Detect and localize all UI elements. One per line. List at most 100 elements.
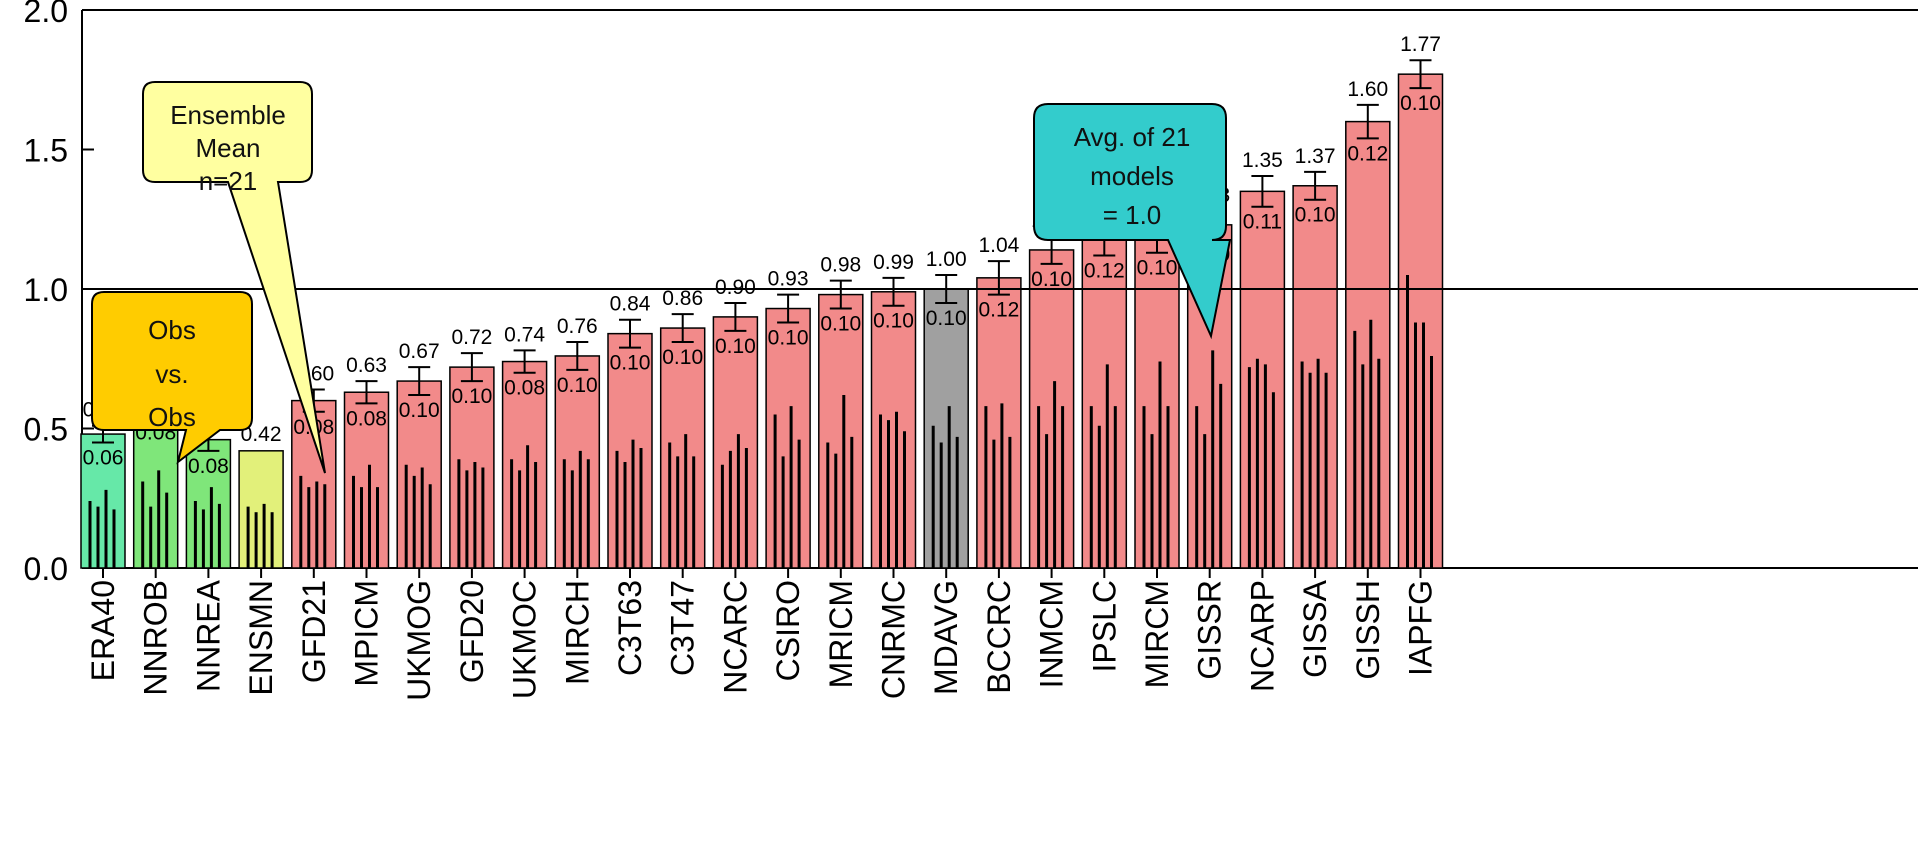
bar-group-mirch: 0.10 0.76 MIRCH (554, 315, 601, 685)
x-tick-label: ERA40 (85, 580, 121, 681)
bar (870, 291, 917, 569)
x-tick-label: NCARP (1244, 580, 1280, 692)
value-label: 0.93 (768, 268, 809, 291)
x-tick-label: GISSH (1350, 580, 1386, 680)
value-label: 0.98 (820, 254, 861, 277)
error-label: 0.10 (557, 374, 598, 397)
x-tick-label: MRICM (823, 580, 859, 688)
value-label: 1.35 (1242, 149, 1283, 172)
x-tick-label: GFD20 (454, 580, 490, 683)
x-tick-label: GISSA (1297, 579, 1333, 677)
error-label: 0.10 (1295, 204, 1336, 227)
error-label: 0.10 (1031, 268, 1072, 291)
x-tick-label: UKMOC (507, 580, 543, 699)
value-label: 0.86 (662, 287, 703, 310)
bar-group-ipslc: 0.121.18IPSLC (1081, 195, 1128, 672)
bar (343, 391, 390, 569)
x-tick-label: NCARC (717, 580, 753, 694)
x-tick-label: NNREA (190, 579, 226, 692)
callout-obs-line2: vs. (155, 359, 188, 389)
error-label: 0.08 (188, 455, 229, 478)
callout-avg-line3: = 1.0 (1103, 200, 1162, 230)
callout-avg-line2: models (1090, 161, 1174, 191)
callout-obs-line1: Obs (148, 315, 196, 345)
x-tick-label: BCCRC (981, 580, 1017, 694)
error-label: 0.06 (83, 446, 124, 469)
value-label: 1.04 (978, 234, 1019, 257)
bar (1239, 190, 1286, 569)
bar-group-mricm: 0.10 0.98 MRICM (818, 254, 864, 688)
error-label: 0.10 (1137, 257, 1178, 280)
x-tick-label: C3T63 (612, 580, 648, 676)
bar-group-gissa: 0.10 1.37 GISSA (1292, 145, 1338, 678)
bar (449, 366, 495, 569)
value-label: 1.77 (1400, 33, 1441, 56)
value-label: 0.74 (504, 323, 545, 346)
bar-group-era40: 0.060.48ERA40 (80, 399, 126, 681)
error-label: 0.10 (820, 313, 861, 336)
x-tick-label: GISSR (1192, 580, 1228, 680)
bar (607, 332, 653, 569)
error-label: 0.10 (1400, 92, 1441, 115)
bar-group-csiro: 0.10 0.93 CSIRO (765, 268, 811, 681)
value-label: 0.76 (557, 315, 598, 338)
value-label: 0.72 (451, 326, 492, 349)
bar (396, 380, 442, 569)
error-label: 0.10 (715, 335, 756, 358)
x-tick-label: CSIRO (770, 580, 806, 681)
error-label: 0.08 (346, 407, 387, 430)
bar-group-mpicm: 0.08 0.63 MPICM (343, 354, 390, 687)
value-label: 1.60 (1347, 78, 1388, 101)
error-label: 0.10 (662, 346, 703, 369)
bar-group-iapfg: 0.10 1.77 IAPFG (1397, 33, 1444, 676)
callout-ensemble-line3: n=21 (199, 166, 258, 196)
error-label: 0.10 (451, 385, 492, 408)
error-label: 0.11 (1243, 211, 1282, 234)
callout-obs-vs-obs: Obs vs. Obs (91, 291, 253, 465)
value-label: 0.99 (873, 251, 914, 274)
callout-model-average: Avg. of 21 models = 1.0 (1033, 103, 1232, 340)
bar-group-cnrmc: 0.10 0.99 CNRMC (870, 251, 917, 699)
bar (1397, 73, 1444, 569)
bar (1028, 249, 1075, 569)
x-tick-label: GFD21 (296, 580, 332, 683)
bar (659, 327, 706, 569)
error-label: 0.10 (399, 399, 440, 422)
bar-group-gissh: 0.12 1.60 GISSH (1345, 78, 1391, 680)
bar-group-ncarc: 0.10 0.90 NCARC (712, 276, 759, 694)
bar-group-bccrc: 0.12 1.04 BCCRC (976, 234, 1022, 694)
value-label: 0.63 (346, 354, 387, 377)
value-label: 0.67 (399, 340, 440, 363)
callout-ensemble-line1: Ensemble (170, 100, 286, 130)
bar (501, 360, 548, 569)
value-label: 0.90 (715, 276, 756, 299)
x-tick-label: IAPFG (1403, 580, 1439, 676)
bar (1292, 185, 1338, 569)
bar-group-ensmn: 0.42 ENSMN (238, 423, 284, 696)
bar-group-gfd20: 0.10 0.72 GFD20 (449, 326, 495, 683)
x-tick-label: UKMOG (401, 580, 437, 701)
x-tick-label: MIRCH (559, 580, 595, 685)
bar (712, 316, 759, 569)
bar-group-nnrea: 0.080.46NNREA (185, 402, 232, 692)
x-tick-label: MIRCM (1139, 580, 1175, 688)
bar-group-ukmoc: 0.08 0.74 UKMOC (501, 323, 548, 699)
x-tick-label: INMCM (1034, 580, 1070, 688)
error-label: 0.12 (978, 299, 1019, 322)
x-tick-label: MPICM (349, 580, 385, 687)
value-label: 0.42 (241, 423, 282, 446)
bar-group-c3t47: 0.10 0.86 C3T47 (659, 287, 706, 676)
value-label: 1.37 (1295, 145, 1336, 168)
bar-group-mdavg: 0.10 1.00 MDAVG (923, 248, 969, 695)
callout-ensemble-line2: Mean (195, 133, 260, 163)
value-label: 1.00 (926, 248, 967, 271)
x-tick-label: NNROB (138, 580, 174, 696)
error-label: 0.08 (504, 377, 545, 400)
x-tick-label: CNRMC (876, 580, 912, 699)
error-label: 0.10 (768, 326, 809, 349)
bar (80, 433, 126, 569)
y-tick-label: 1.0 (24, 272, 68, 308)
bar-group-ukmog: 0.10 0.67 UKMOG (396, 340, 442, 701)
